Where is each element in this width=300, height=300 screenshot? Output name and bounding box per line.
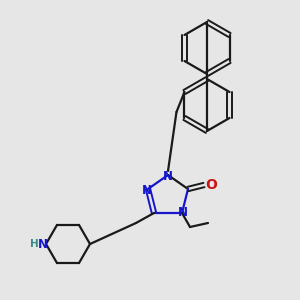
Text: N: N — [163, 169, 173, 182]
Text: N: N — [178, 206, 188, 218]
Text: N: N — [38, 238, 48, 250]
Text: H: H — [30, 239, 38, 249]
Text: N: N — [142, 184, 152, 196]
Text: O: O — [205, 178, 217, 192]
